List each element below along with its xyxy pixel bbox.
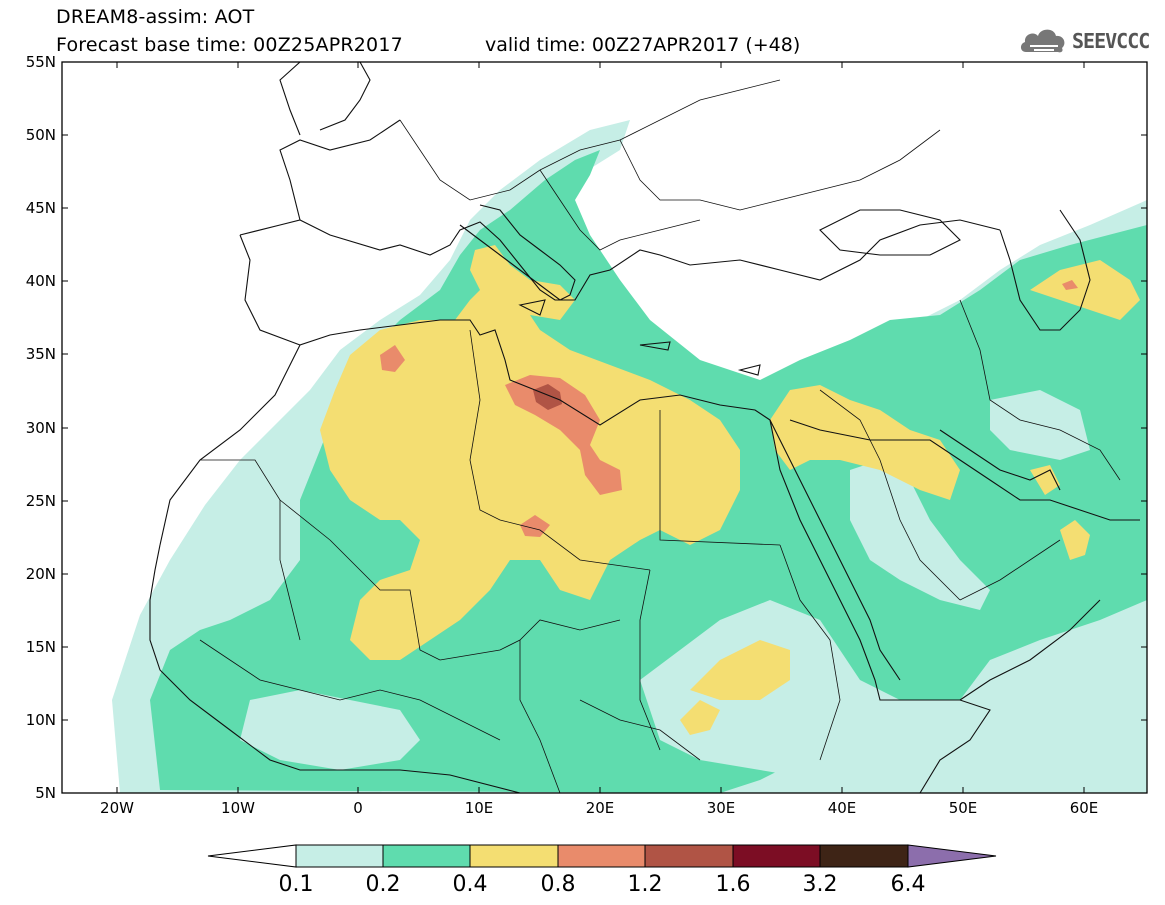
lon-label: 0 — [353, 799, 363, 817]
aot-contour-0.8-libya — [505, 375, 622, 495]
lon-label: 10W — [221, 799, 255, 817]
border-algeria-libya — [469, 329, 651, 571]
lat-label: 15N — [26, 638, 56, 656]
colorbar-swatch — [644, 844, 734, 868]
lat-label: 45N — [26, 199, 56, 217]
europe-coast — [239, 219, 1001, 301]
aot-contour-1.2 — [533, 384, 562, 410]
aot-contour-0.4-gulf — [1030, 465, 1060, 495]
border-arabia-1 — [819, 389, 961, 601]
colorbar-swatch — [295, 844, 384, 868]
colorbar-label: 0.8 — [541, 872, 576, 897]
colorbar-label: 0.2 — [366, 872, 401, 897]
red-sea-coast — [769, 419, 901, 681]
lat-label: 40N — [26, 272, 56, 290]
iberia-coast — [239, 234, 301, 346]
colorbar-label: 0.1 — [279, 872, 314, 897]
logo-text: SEEVCCC — [1072, 29, 1150, 53]
lat-label: 20N — [26, 565, 56, 583]
colorbar-swatch — [557, 844, 646, 868]
border-niger — [439, 619, 621, 661]
colorbar-swatch — [819, 844, 909, 868]
colorbar-label: 1.2 — [628, 872, 663, 897]
border-libya-egypt — [659, 410, 781, 546]
border-europe-2 — [539, 169, 701, 251]
lon-labels: 20W 10W 0 10E 20E 30E 40E 50E 60E — [100, 799, 1098, 817]
aot-contour-0.8-caspian — [1062, 280, 1078, 290]
lon-label: 20E — [586, 799, 615, 817]
caspian-coast — [999, 209, 1091, 331]
aot-field — [112, 120, 1147, 793]
west-africa-coast — [149, 544, 521, 793]
valid-time: valid time: 00Z27APR2017 (+48) — [485, 34, 801, 56]
lat-label: 50N — [26, 126, 56, 144]
seevccc-logo: SEEVCCC — [1018, 22, 1158, 58]
colorbar-swatch — [732, 844, 821, 868]
colorbar-underflow — [207, 844, 297, 868]
colorbar-labels: 0.1 0.2 0.4 0.8 1.2 1.6 3.2 6.4 — [279, 872, 926, 897]
border-sahara-1 — [200, 459, 301, 641]
forecast-base-time: Forecast base time: 00Z25APR2017 — [56, 34, 403, 56]
lon-label: 10E — [465, 799, 494, 817]
cloud-icon — [1020, 29, 1065, 53]
africa-coast — [159, 319, 991, 793]
border-iran — [959, 299, 1121, 481]
border-sahara-2 — [279, 499, 441, 661]
colorbar-overflow — [907, 844, 997, 868]
lat-label: 55N — [26, 53, 56, 71]
aot-hole-arabia — [850, 460, 990, 610]
border-chad-sudan — [639, 569, 661, 751]
lat-label: 5N — [35, 784, 56, 802]
border-europe-1 — [399, 79, 781, 201]
colorbar-label: 3.2 — [803, 872, 838, 897]
lon-label: 40E — [828, 799, 857, 817]
lat-ticks — [62, 61, 1147, 794]
border-arabia-2 — [959, 539, 1061, 601]
border-central-africa — [519, 640, 701, 793]
coastlines — [149, 62, 1140, 793]
border-sudan-east — [779, 544, 841, 761]
france-coast — [279, 119, 401, 221]
italy-coast — [459, 204, 576, 301]
border-europe-3 — [619, 129, 941, 211]
lat-label: 10N — [26, 711, 56, 729]
aot-contour-0.4-oman — [1060, 520, 1090, 560]
aot-hole-east-africa — [640, 600, 990, 790]
lon-label: 20W — [100, 799, 134, 817]
map-title: DREAM8-assim: AOT — [56, 6, 255, 28]
country-borders — [199, 79, 1121, 793]
aot-contour-0.4-sahara — [320, 280, 740, 660]
crete-coast — [639, 341, 671, 351]
aot-hole-west-africa — [240, 690, 420, 770]
sicily-coast — [518, 299, 546, 316]
lat-label: 30N — [26, 419, 56, 437]
aot-contour-0.4-north — [470, 245, 575, 320]
aot-contour-0.8-algeria — [380, 345, 405, 372]
aot-contour-0.4-arabia — [770, 385, 960, 500]
black-sea-coast — [819, 209, 961, 256]
lat-labels: 55N 50N 45N 40N 35N 30N 25N 20N 15N 10N … — [26, 53, 56, 802]
colorbar-label: 6.4 — [891, 872, 926, 897]
lon-ticks — [116, 62, 1085, 793]
lat-label: 35N — [26, 345, 56, 363]
cyprus-coast — [737, 364, 761, 376]
colorbar-label: 0.4 — [453, 872, 488, 897]
colorbar-label: 1.6 — [716, 872, 751, 897]
border-west-africa — [199, 639, 501, 741]
aot-contour-0.4-sudan — [690, 640, 790, 700]
persian-gulf-coast — [939, 429, 1061, 491]
colorbar-swatch — [469, 844, 559, 868]
lat-label: 25N — [26, 492, 56, 510]
colorbar-swatch — [382, 844, 471, 868]
lon-label: 60E — [1070, 799, 1099, 817]
lon-label: 50E — [949, 799, 978, 817]
uk-coast — [279, 62, 371, 136]
lon-label: 30E — [707, 799, 736, 817]
aot-contour-0.4-caspian — [1030, 260, 1140, 320]
aot-contour-0.4-nigeria — [680, 700, 720, 735]
arabia-coast — [789, 419, 1140, 701]
colorbar — [207, 844, 997, 868]
